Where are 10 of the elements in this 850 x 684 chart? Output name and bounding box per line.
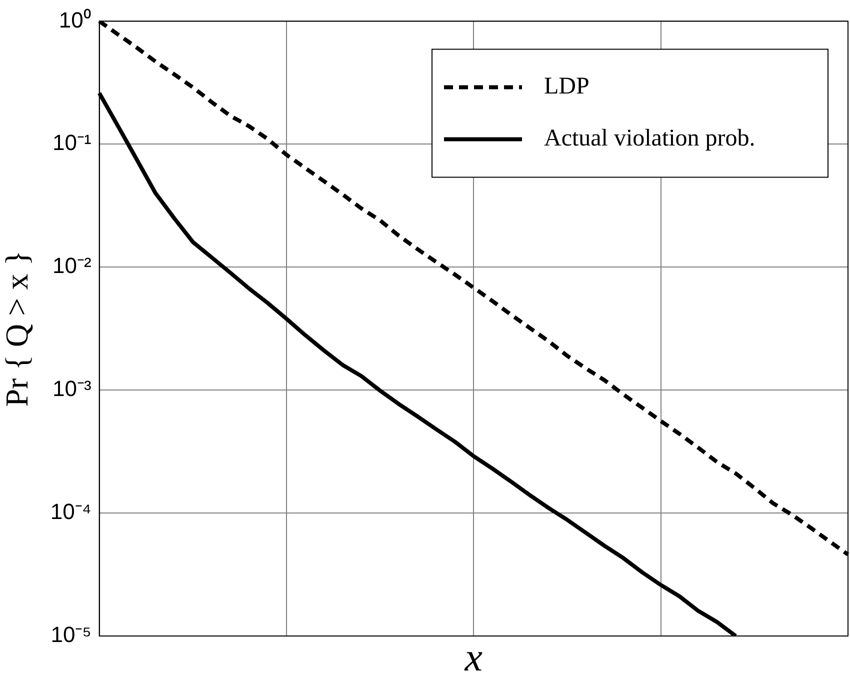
y-tick-label: 10⁰ <box>58 7 92 32</box>
legend-label: Actual violation prob. <box>544 125 756 152</box>
y-axis-title: Pr { Q > x } <box>0 250 35 407</box>
y-tick-label: 10⁻⁴ <box>50 499 92 524</box>
y-tick-label: 10⁻² <box>52 253 92 278</box>
legend-label: LDP <box>544 73 590 100</box>
x-axis-title: x <box>464 634 483 680</box>
y-tick-label: 10⁻¹ <box>52 130 92 156</box>
y-tick-label: 10⁻³ <box>52 376 92 402</box>
y-tick-label: 10⁻⁵ <box>50 622 92 648</box>
